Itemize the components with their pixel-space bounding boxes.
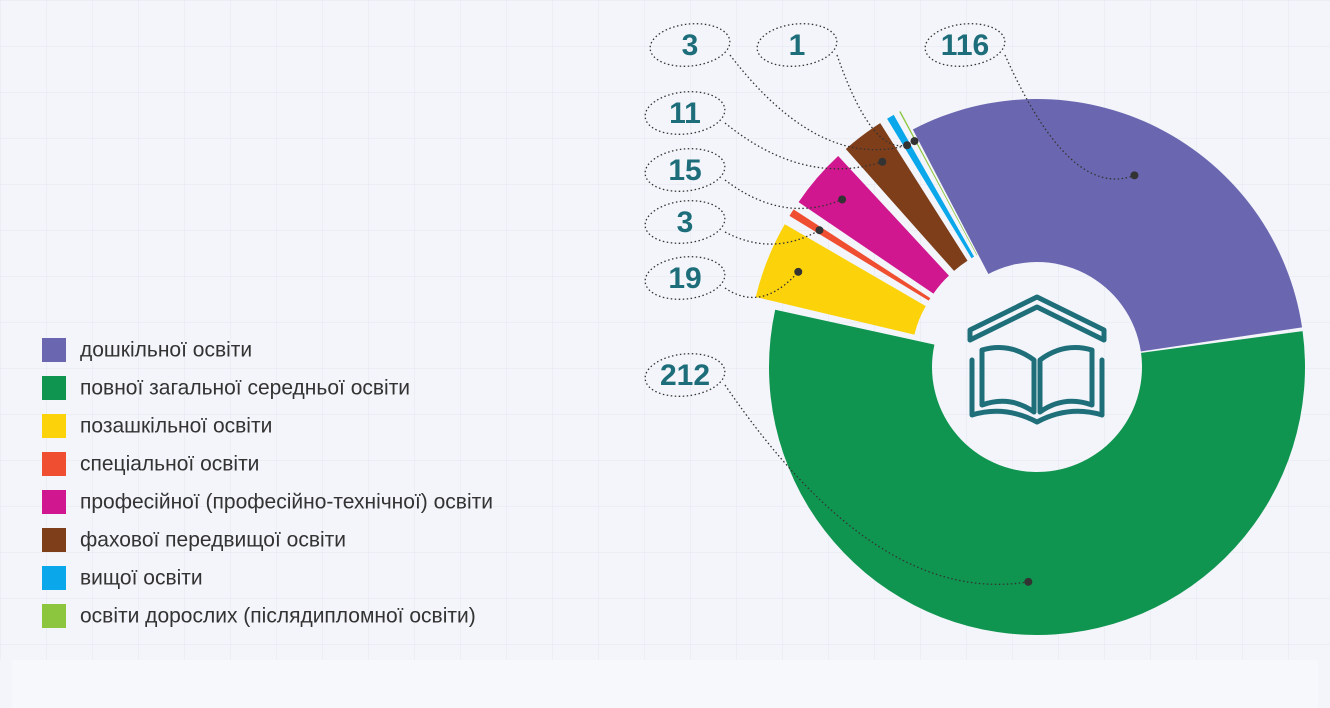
callout-ring bbox=[649, 23, 731, 67]
slice bbox=[899, 111, 978, 256]
callout-ring bbox=[644, 256, 726, 300]
value-label: 15 bbox=[668, 154, 701, 187]
legend-label: вищої освіти bbox=[80, 567, 203, 590]
value-label: 3 bbox=[677, 206, 694, 239]
slice bbox=[845, 123, 968, 271]
slice bbox=[789, 209, 931, 301]
slice bbox=[798, 156, 949, 294]
callout-line bbox=[1004, 54, 1135, 180]
value-label: 1 bbox=[789, 29, 806, 62]
callout-line bbox=[724, 271, 799, 299]
callout-ring bbox=[644, 353, 726, 397]
legend-label: фахової передвищої освіти bbox=[80, 529, 346, 552]
legend-swatch bbox=[42, 376, 66, 400]
callout-dot bbox=[815, 226, 824, 235]
slice bbox=[912, 99, 1303, 352]
callout-ring bbox=[924, 23, 1006, 67]
slices bbox=[755, 99, 1305, 635]
callout-dot bbox=[1130, 171, 1139, 180]
legend-swatch bbox=[42, 452, 66, 476]
callout-dot bbox=[903, 141, 912, 150]
legend-swatch bbox=[42, 414, 66, 438]
value-label: 212 bbox=[660, 359, 710, 392]
center-icon bbox=[967, 294, 1107, 425]
legend-label: позашкільної освіти bbox=[80, 415, 272, 438]
value-label: 3 bbox=[682, 29, 699, 62]
callout-line bbox=[724, 179, 843, 210]
legend-label: професійної (професійно-технічної) освіт… bbox=[80, 491, 493, 514]
slice bbox=[768, 309, 1305, 635]
callout-line bbox=[724, 384, 1029, 585]
legend-swatch bbox=[42, 566, 66, 590]
slice bbox=[755, 224, 926, 335]
legend-swatch bbox=[42, 604, 66, 628]
callout-ring bbox=[644, 91, 726, 135]
legend-label: повної загальної середньої освіти bbox=[80, 377, 410, 400]
legend-swatch bbox=[42, 528, 66, 552]
callout-dot bbox=[838, 195, 847, 204]
footer-band bbox=[12, 660, 1318, 708]
slice bbox=[887, 114, 975, 259]
callouts: 116 212 19 3 15 11 3 1 bbox=[644, 23, 1139, 586]
value-label: 116 bbox=[941, 29, 989, 62]
legend-swatch bbox=[42, 338, 66, 362]
callout-dot bbox=[878, 157, 887, 166]
value-label: 19 bbox=[668, 262, 701, 295]
callout-dot bbox=[910, 137, 919, 146]
legend-label: дошкільної освіти bbox=[80, 339, 252, 362]
legend: дошкільної освіти повної загальної середн… bbox=[42, 338, 493, 628]
callout-ring bbox=[756, 23, 838, 67]
legend-swatch bbox=[42, 490, 66, 514]
callout-line bbox=[729, 54, 908, 151]
legend-label: спеціальної освіти bbox=[80, 453, 259, 476]
callout-dot bbox=[1024, 577, 1033, 586]
legend-label: освіти дорослих (післядипломної освіти) bbox=[80, 605, 476, 628]
callout-line bbox=[724, 229, 820, 245]
value-label: 11 bbox=[669, 97, 701, 130]
callout-line bbox=[836, 54, 915, 147]
callout-dot bbox=[794, 267, 803, 276]
callout-ring bbox=[644, 200, 726, 244]
callout-ring bbox=[644, 148, 726, 192]
